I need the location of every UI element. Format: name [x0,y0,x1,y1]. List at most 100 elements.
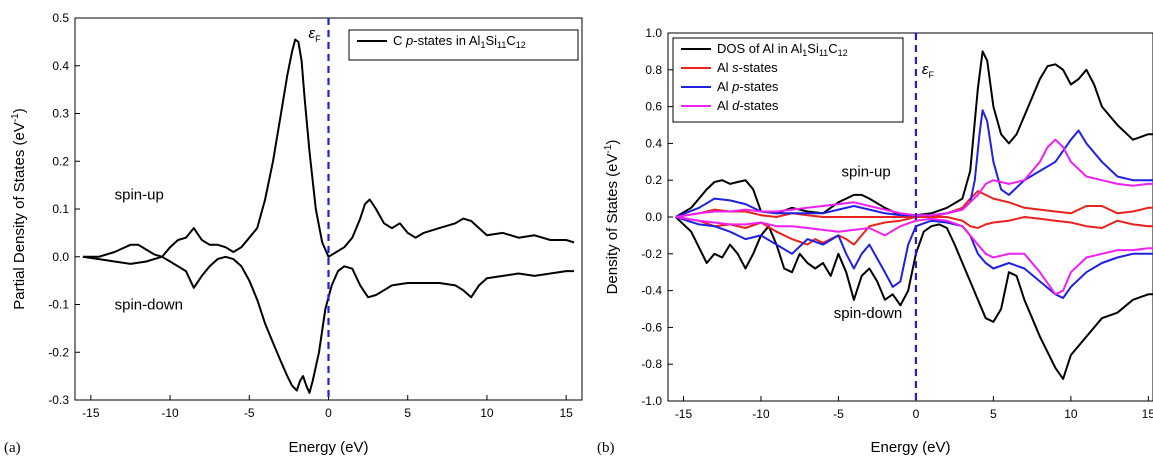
legend-text-part: 1 [480,40,485,50]
y-axis-title-main: Density of States (eV [604,154,621,295]
y-axis-title-sup: -1 [603,144,614,153]
y-axis-title-sup: -1 [10,113,21,122]
legend-text-part: 1 [802,48,807,58]
legend-text-part: -states in Al [413,33,480,48]
legend-text-part: 11 [819,48,828,58]
legend-text-part: -states [739,79,779,94]
legend-label: Al p-states [717,79,779,94]
x-tick-label: -10 [752,407,770,421]
legend-text-part: DOS of Al in Al [717,41,802,56]
legend-text-part: d [732,98,740,113]
fermi-level-sub: F [929,70,935,80]
y-tick-label: 0.8 [645,63,662,77]
legend-box [348,29,579,61]
fermi-level-label: εF [309,25,322,44]
annotation-2: spin-down [115,296,183,313]
panel-label: (a) [4,440,21,456]
y-tick-label: 1.0 [645,26,662,40]
legend-label: Al d-states [717,98,779,113]
legend-text-part: 12 [838,48,848,58]
series-line-5 [675,109,1153,218]
legend-text-part: -states [739,98,779,113]
x-tick-label: 10 [480,406,494,420]
x-axis-title: Energy (eV) [288,439,368,456]
legend-box [672,37,904,123]
y-tick-label: 0.0 [645,210,662,224]
annotation-1: spin-up [115,186,164,203]
legend-label: Al s-states [717,60,778,75]
series-group [675,50,1153,380]
fermi-level-sub: F [315,34,321,44]
legend-text-part: p [731,79,739,94]
series-group [82,38,575,394]
legend-text-part: s [732,60,739,75]
y-tick-label: 0.6 [645,100,662,114]
y-tick-label: 0.3 [52,107,69,121]
legend-text-part: p [405,33,413,48]
y-tick-label: -0.6 [641,320,662,334]
legend-text-part: C [393,33,406,48]
y-tick-label: 0.2 [645,173,662,187]
annotation-2: spin-down [834,305,902,322]
legend-text-part: Si [485,33,497,48]
legend-text-part: 11 [497,40,506,50]
y-tick-label: 0.0 [52,250,69,264]
fermi-level-symbol: ε [922,61,929,78]
annotation-1: spin-up [842,164,891,181]
chart-panel-2: -15 -10 -5 0 5 10 15 -1.0 -0.8 -0.6 -0.4 -0.2 0.0 0.2… [597,26,1153,456]
y-axis-title-close: ) [604,140,621,145]
fermi-level-symbol: ε [309,25,316,42]
y-axis-title: Density of States (eV-1) [603,140,621,295]
panel-label: (b) [597,440,615,456]
x-tick-label: -15 [82,406,100,420]
y-tick-label: -0.8 [641,357,662,371]
y-tick-label: 0.4 [645,136,662,150]
series-line-2 [675,216,1153,380]
x-tick-label: 5 [404,406,411,420]
x-tick-label: 0 [913,407,920,421]
legend-text-part: Al [717,79,732,94]
x-tick-label: 5 [990,407,997,421]
x-tick-label: 15 [1142,407,1153,421]
x-tick-label: 15 [559,406,573,420]
y-tick-label: -0.2 [641,247,662,261]
legend-text-part: Al [717,60,732,75]
legend-text-part: Si [807,41,819,56]
y-tick-label: -0.4 [641,284,662,298]
y-axis-title-close: ) [11,108,28,113]
y-axis-title-main: Partial Density of States (eV [11,122,28,310]
chart-panel-1: -15 -10 -5 0 5 10 15 -0.3 -0.2 -0.1 0.0 0.1 0.2 0.3 0.… [4,11,583,456]
series-line-7 [675,138,1153,218]
y-tick-label: -0.2 [48,345,69,359]
y-tick-label: -1.0 [641,394,662,408]
x-tick-label: -5 [244,406,255,420]
x-tick-label: 10 [1064,407,1078,421]
legend-label: DOS of Al in Al1Si11C12 [717,41,848,58]
y-tick-label: 0.5 [52,11,69,25]
legend-text-part: C [506,33,515,48]
series-line-8 [675,216,1153,296]
y-tick-label: 0.4 [52,59,69,73]
legend-text-part: Al [717,98,732,113]
x-tick-label: -15 [675,407,693,421]
y-tick-label: -0.1 [48,298,69,312]
legend: C p-states in Al1Si11C12 [348,29,579,61]
series-line-1 [82,38,575,258]
y-tick-label: 0.2 [52,154,69,168]
x-axis-title: Energy (eV) [870,439,950,456]
y-tick-label: 0.1 [52,202,69,216]
x-tick-label: 0 [325,406,332,420]
y-axis-title: Partial Density of States (eV-1) [10,108,28,310]
legend-text-part: 12 [516,40,526,50]
x-tick-label: -5 [833,407,844,421]
series-line-1 [675,50,1153,218]
fermi-level-label: εF [922,61,935,80]
y-tick-label: -0.3 [48,393,69,407]
legend-text-part: -states [739,60,779,75]
x-tick-label: -10 [161,406,179,420]
legend-label: C p-states in Al1Si11C12 [393,33,526,50]
legend-text-part: C [828,41,837,56]
series-line-2 [82,255,575,394]
